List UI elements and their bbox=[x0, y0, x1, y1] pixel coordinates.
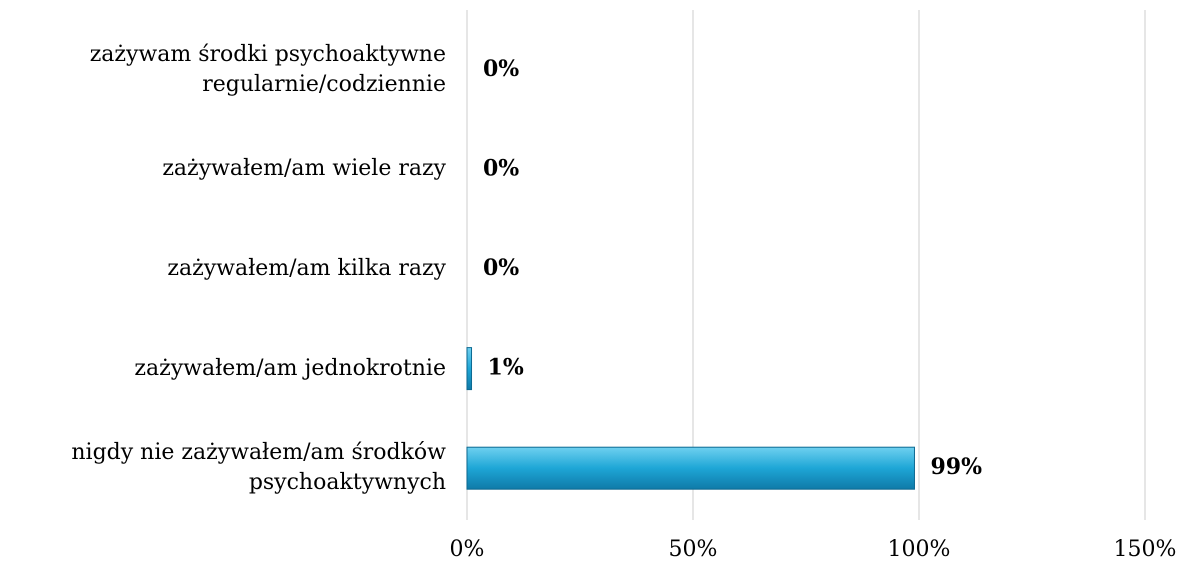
value-label: 1% bbox=[488, 355, 524, 381]
x-tick-label: 0% bbox=[450, 537, 485, 562]
y-tick-label: zażywam środki psychoaktywne regularnie/… bbox=[89, 41, 446, 97]
y-tick-label: nigdy nie zażywałem/am środków psychoakt… bbox=[71, 440, 446, 496]
value-label: 0% bbox=[483, 155, 519, 181]
y-tick-label: zażywałem/am kilka razy bbox=[167, 256, 446, 281]
x-tick-label: 100% bbox=[888, 537, 951, 562]
value-label: 0% bbox=[483, 255, 519, 281]
y-tick-label: zażywałem/am jednokrotnie bbox=[134, 355, 446, 381]
bar bbox=[466, 347, 473, 391]
bar bbox=[466, 446, 915, 490]
value-label: 0% bbox=[483, 56, 519, 82]
x-tick-label: 50% bbox=[669, 537, 718, 562]
x-tick-label: 150% bbox=[1114, 537, 1177, 562]
value-label: 99% bbox=[930, 454, 982, 480]
y-tick-label: zażywałem/am wiele razy bbox=[162, 156, 446, 182]
